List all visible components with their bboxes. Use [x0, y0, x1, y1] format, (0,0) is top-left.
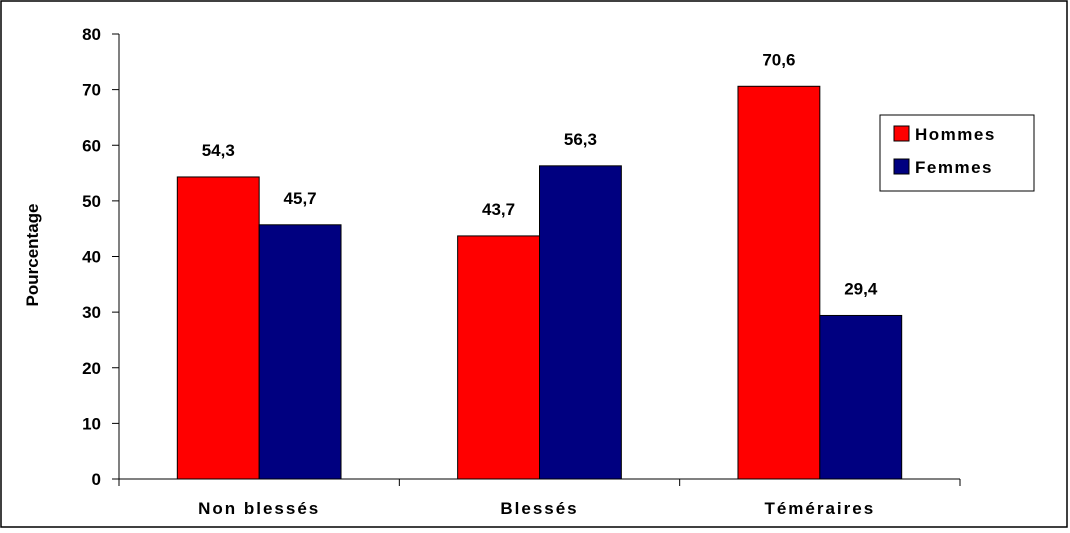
- y-tick-label: 40: [82, 248, 101, 267]
- legend-swatch-hommes: [893, 125, 910, 142]
- x-category-label: Téméraires: [764, 499, 875, 518]
- x-category-label: Blessés: [500, 499, 578, 518]
- y-axis-title: Pourcentage: [23, 204, 42, 307]
- legend-label-femmes: Femmes: [915, 158, 993, 177]
- y-axis: 0 10 20 30 40 50 60 70 80: [82, 25, 120, 489]
- bars: [176, 85, 903, 480]
- legend: Hommes Femmes: [879, 114, 1035, 192]
- y-tick-label: 60: [82, 136, 101, 155]
- bar-femmes: [258, 224, 342, 480]
- data-label: 70,6: [762, 50, 795, 69]
- data-label: 45,7: [284, 189, 317, 208]
- data-label: 43,7: [482, 200, 515, 219]
- y-tick-label: 30: [82, 303, 101, 322]
- legend-label-hommes: Hommes: [915, 125, 996, 144]
- y-tick-label: 80: [82, 25, 101, 44]
- y-tick-label: 20: [82, 359, 101, 378]
- y-tick-label: 0: [92, 470, 101, 489]
- data-labels: 54,3 43,7 70,6 45,7 56,3 29,4: [202, 50, 878, 298]
- bar-femmes: [819, 314, 903, 480]
- y-tick-label: 50: [82, 192, 101, 211]
- bar-hommes: [457, 235, 540, 480]
- x-category-label: Non blessés: [198, 499, 320, 518]
- data-label: 29,4: [844, 279, 878, 298]
- y-tick-label: 70: [82, 81, 101, 100]
- data-label: 54,3: [202, 141, 235, 160]
- legend-swatch-femmes: [893, 158, 910, 175]
- bar-hommes: [737, 85, 821, 480]
- y-tick-label: 10: [82, 414, 101, 433]
- bar-femmes: [539, 165, 622, 480]
- bar-hommes: [176, 176, 260, 480]
- data-label: 56,3: [564, 130, 597, 149]
